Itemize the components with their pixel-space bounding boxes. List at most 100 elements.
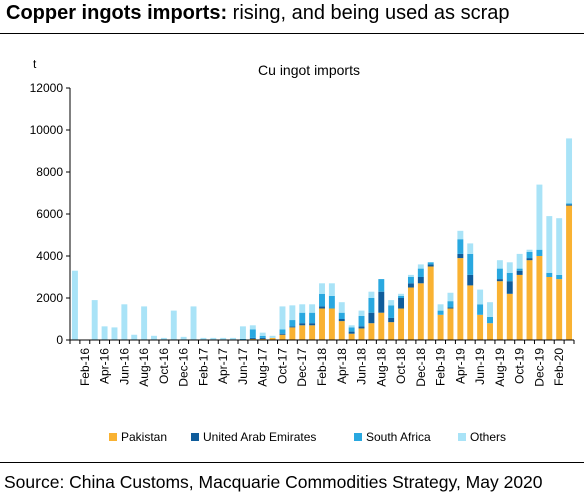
bar-segment-others [407, 274, 414, 277]
x-tick-label: Feb-16 [78, 348, 92, 386]
bar-segment-pakistan [368, 323, 375, 340]
bar-segment-uae [407, 283, 414, 288]
bar-segment-pakistan [467, 285, 474, 340]
bar-segment-others [101, 326, 108, 340]
y-axis-unit-label: t [33, 57, 37, 71]
bar-segment-uae [526, 258, 533, 261]
legend: Pakistan United Arab Emirates South Africa… [109, 430, 506, 444]
bar-segment-others [239, 326, 246, 339]
bar-segment-others [200, 337, 207, 340]
bar-segment-others [417, 264, 424, 269]
bar-segment-uae [279, 333, 286, 335]
bar-segment-pakistan [556, 279, 563, 340]
bar-segment-others [289, 305, 296, 321]
bar-segment-pakistan [457, 258, 464, 340]
bar-segment-others [368, 291, 375, 298]
bar-segment-south-africa [249, 329, 256, 338]
bar-segment-south-africa [496, 268, 503, 280]
x-tick-label: Dec-16 [177, 348, 191, 387]
bar-segment-south-africa [437, 310, 444, 315]
legend-label-uae: United Arab Emirates [203, 430, 316, 444]
legend-swatch-uae [191, 433, 199, 441]
bar-segment-others [141, 306, 148, 340]
bar-segment-south-africa [259, 335, 266, 338]
bar-segment-pakistan [536, 256, 543, 340]
x-tick-label: Aug-17 [256, 348, 270, 387]
bar-segment-uae [289, 326, 296, 328]
bar-segment-pakistan [378, 312, 385, 340]
bar-segment-uae [309, 323, 316, 326]
bar-segment-uae [506, 281, 513, 294]
y-tick-label: 0 [56, 333, 63, 347]
bar-segment-pakistan [526, 260, 533, 340]
bar-segment-pakistan [299, 325, 306, 340]
bar-segment-uae [368, 312, 375, 324]
bar-segment-south-africa [516, 268, 523, 271]
bars-group [71, 138, 573, 340]
bar-segment-others [338, 302, 345, 313]
bar-segment-uae [249, 337, 256, 339]
bar-segment-uae [378, 291, 385, 313]
bar-segment-others [180, 336, 187, 340]
bar-segment-south-africa [487, 316, 493, 324]
bar-segment-others [279, 306, 286, 330]
bar-segment-south-africa [556, 274, 563, 280]
x-tick-label: Aug-19 [493, 348, 507, 387]
bar-segment-others [299, 304, 306, 313]
legend-label-pakistan: Pakistan [121, 430, 167, 444]
bar-segment-pakistan [348, 333, 355, 340]
bar-segment-others [249, 325, 256, 330]
x-tick-label: Oct-16 [157, 348, 171, 384]
bar-segment-others [467, 243, 474, 254]
x-tick-label: Dec-18 [414, 348, 428, 387]
bar-segment-pakistan [249, 338, 256, 340]
bar-segment-others [536, 184, 543, 250]
x-tick-label: Apr-18 [335, 348, 349, 384]
x-tick-label: Feb-18 [315, 348, 329, 386]
bar-segment-others [190, 306, 197, 340]
bar-segment-others [170, 310, 177, 340]
bar-segment-south-africa [348, 327, 355, 332]
legend-label-others: Others [470, 430, 506, 444]
bar-segment-others [160, 337, 167, 340]
bar-segment-pakistan [516, 274, 523, 340]
bar-segment-pakistan [437, 314, 444, 340]
x-tick-label: Oct-18 [394, 348, 408, 384]
bar-segment-others [269, 335, 276, 338]
bar-segment-south-africa [467, 253, 474, 275]
bar-segment-others [309, 304, 316, 313]
bar-segment-uae [417, 277, 424, 284]
bar-segment-south-africa [378, 279, 385, 292]
bar-segment-pakistan [566, 205, 573, 340]
cu-ingot-imports-chart: Cu ingot imports t 0 2000 4000 6000 8000 1000… [30, 57, 575, 444]
x-tick-label: Apr-16 [98, 348, 112, 384]
bar-segment-pakistan [546, 277, 553, 340]
x-tick-label: Feb-19 [434, 348, 448, 386]
x-tick-label: Jun-16 [117, 348, 131, 385]
bar-segment-south-africa [427, 262, 434, 265]
bar-segment-others [259, 332, 266, 336]
bar-segment-pakistan [496, 281, 503, 340]
bar-segment-south-africa [358, 315, 365, 327]
bar-segment-pakistan [447, 308, 454, 340]
bar-segment-south-africa [309, 312, 316, 324]
bar-segment-south-africa [388, 305, 395, 318]
bar-segment-others [71, 270, 78, 340]
bar-segment-uae [447, 307, 454, 309]
bar-segment-uae [398, 298, 405, 309]
bar-segment-others [121, 304, 128, 340]
x-tick-label: Apr-17 [216, 348, 230, 384]
bar-segment-south-africa [319, 293, 325, 307]
bar-segment-south-africa [239, 338, 246, 340]
y-tick-label: 10000 [30, 123, 64, 137]
bar-segment-uae [566, 204, 573, 206]
x-tick-label: Apr-19 [453, 348, 467, 384]
bar-segment-pakistan [398, 308, 405, 340]
y-axis: 0 2000 4000 6000 8000 10000 12000 [30, 81, 71, 347]
bar-segment-south-africa [457, 239, 464, 254]
bar-segment-others [398, 293, 405, 296]
legend-label-south-africa: South Africa [366, 430, 431, 444]
bar-segment-others [546, 216, 553, 273]
bar-segment-others [111, 327, 118, 340]
bar-segment-others [151, 335, 157, 340]
